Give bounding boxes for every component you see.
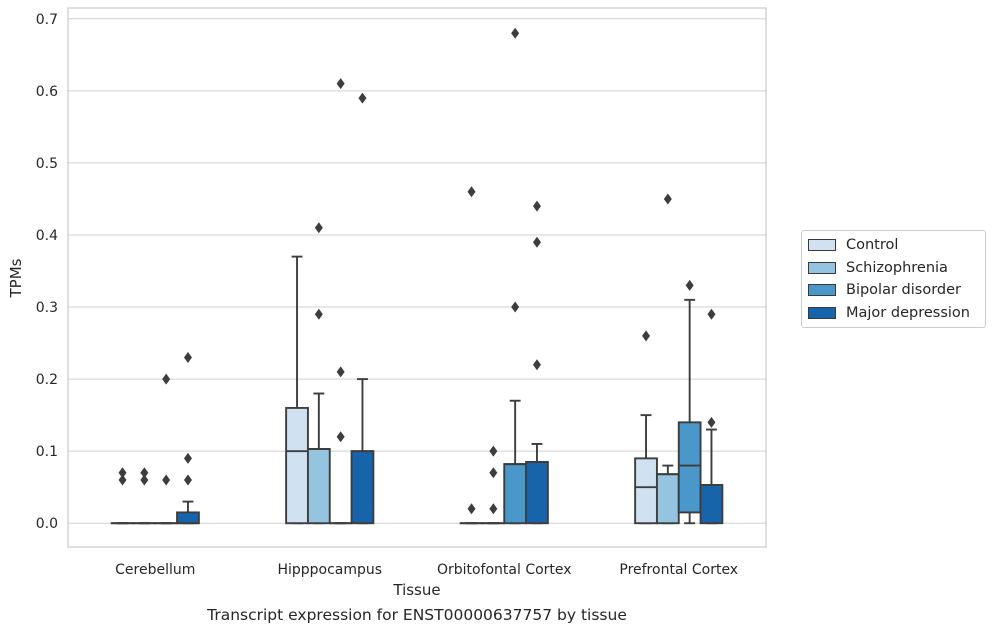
- boxes: [110, 27, 724, 525]
- outlier-point: [467, 186, 476, 198]
- y-tick-label: 0.2: [36, 372, 58, 388]
- outlier-point: [707, 308, 716, 320]
- outlier-point: [162, 373, 171, 385]
- box-0-3: [176, 351, 200, 525]
- outlier-point: [511, 27, 520, 39]
- box-body: [677, 421, 702, 514]
- legend-item: Bipolar disorder: [802, 279, 985, 302]
- outlier-point: [336, 366, 345, 378]
- outlier-point: [118, 474, 127, 486]
- y-tick-label: 0.6: [36, 84, 58, 100]
- box-2-0: [459, 186, 484, 525]
- y-tick-label: 0.7: [36, 12, 58, 28]
- box-body: [699, 484, 724, 525]
- legend-label: Bipolar disorder: [846, 282, 961, 299]
- legend-swatch: [808, 284, 836, 297]
- outlier-point: [183, 351, 192, 363]
- legend-label: Schizophrenia: [846, 259, 948, 276]
- box-2-2: [503, 27, 528, 525]
- box-1-0: [285, 255, 309, 525]
- outlier-point: [358, 92, 367, 104]
- y-axis-title: TPMs: [7, 258, 25, 298]
- box-3-0: [634, 330, 658, 525]
- outlier-point: [467, 503, 476, 515]
- outlier-point: [336, 78, 345, 90]
- box-1-1: [306, 222, 331, 525]
- legend-item: Major depression: [802, 302, 985, 325]
- outlier-point: [532, 236, 541, 248]
- box-1-2: [328, 78, 353, 525]
- y-tick-label: 0.0: [36, 516, 58, 532]
- outlier-point: [511, 301, 520, 313]
- legend-swatch: [808, 239, 836, 252]
- legend-item: Schizophrenia: [802, 257, 985, 280]
- outlier-point: [140, 474, 149, 486]
- outlier-point: [685, 279, 694, 291]
- legend-swatch: [808, 306, 836, 319]
- outlier-point: [489, 467, 498, 479]
- plot-frame: [67, 7, 767, 548]
- outlier-point: [118, 467, 127, 479]
- outlier-point: [162, 474, 171, 486]
- x-tick-labels: Cerebellum Hipppocampus Orbitofontal Corte…: [115, 562, 738, 578]
- box-0-1: [132, 467, 157, 525]
- outlier-point: [314, 222, 323, 234]
- outlier-point: [663, 193, 672, 205]
- box-0-2: [154, 373, 179, 525]
- outlier-point: [183, 474, 192, 486]
- outlier-point: [642, 330, 651, 342]
- x-tick-label: Cerebellum: [115, 562, 195, 578]
- legend: Control Schizophrenia Bipolar disorder Majo…: [801, 230, 986, 328]
- legend-swatch: [808, 261, 836, 274]
- gridlines: [68, 18, 766, 524]
- outlier-point: [183, 452, 192, 464]
- x-tick-label: Hipppocampus: [277, 562, 382, 578]
- box-body: [350, 450, 375, 525]
- box-body: [503, 463, 528, 525]
- box-3-3: [699, 308, 724, 525]
- y-tick-label: 0.5: [36, 156, 58, 172]
- y-tick-label: 0.1: [36, 444, 58, 460]
- y-tick-labels: 0.0 0.1 0.2 0.3 0.4 0.5 0.6 0.7: [36, 12, 58, 532]
- box-2-3: [525, 200, 549, 525]
- box-body: [176, 511, 200, 525]
- outlier-point: [707, 416, 716, 428]
- box-body: [306, 448, 331, 525]
- legend-item: Control: [802, 234, 985, 257]
- outlier-point: [489, 503, 498, 515]
- x-tick-label: Orbitofontal Cortex: [437, 562, 572, 578]
- x-axis-title: Tissue: [392, 581, 440, 599]
- box-3-1: [655, 193, 680, 525]
- box-0-0: [110, 467, 135, 525]
- y-tick-label: 0.3: [36, 300, 58, 316]
- outlier-point: [336, 431, 345, 443]
- box-body: [634, 457, 658, 525]
- figure-caption: Transcript expression for ENST0000063775…: [207, 606, 627, 624]
- x-tick-label: Prefrontal Cortex: [619, 562, 738, 578]
- box-body: [655, 473, 680, 525]
- box-1-3: [350, 92, 375, 525]
- outlier-point: [489, 445, 498, 457]
- outlier-point: [140, 467, 149, 479]
- box-body: [525, 461, 549, 525]
- y-tick-label: 0.4: [36, 228, 58, 244]
- box-2-1: [481, 445, 506, 525]
- outlier-point: [532, 359, 541, 371]
- outlier-point: [314, 308, 323, 320]
- box-body: [285, 406, 309, 525]
- outlier-point: [532, 200, 541, 212]
- legend-label: Major depression: [846, 304, 970, 321]
- box-3-2: [677, 279, 702, 525]
- legend-label: Control: [846, 237, 899, 254]
